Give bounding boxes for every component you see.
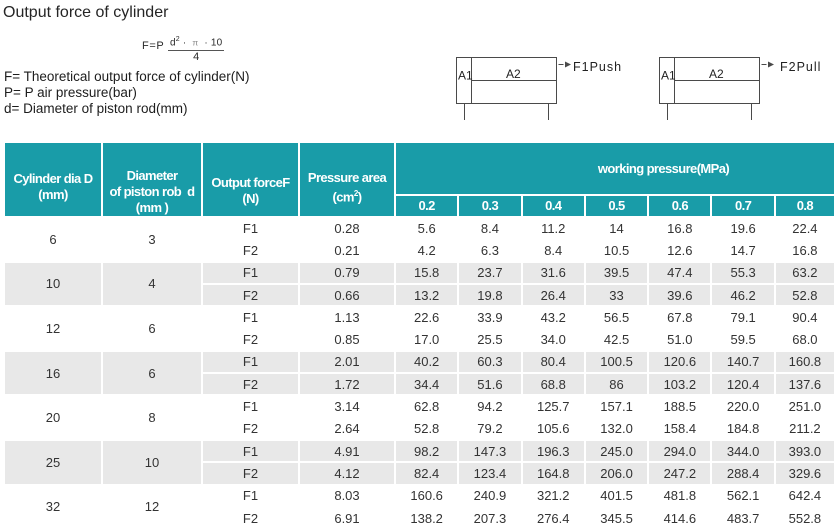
svg-text:A2: A2 (506, 67, 521, 81)
svg-text:A1: A1 (661, 69, 676, 83)
svg-text:F2Pull: F2Pull (780, 60, 821, 74)
svg-text:A2: A2 (709, 67, 724, 81)
svg-text:A1: A1 (458, 69, 473, 83)
svg-text:F1Push: F1Push (573, 60, 622, 74)
